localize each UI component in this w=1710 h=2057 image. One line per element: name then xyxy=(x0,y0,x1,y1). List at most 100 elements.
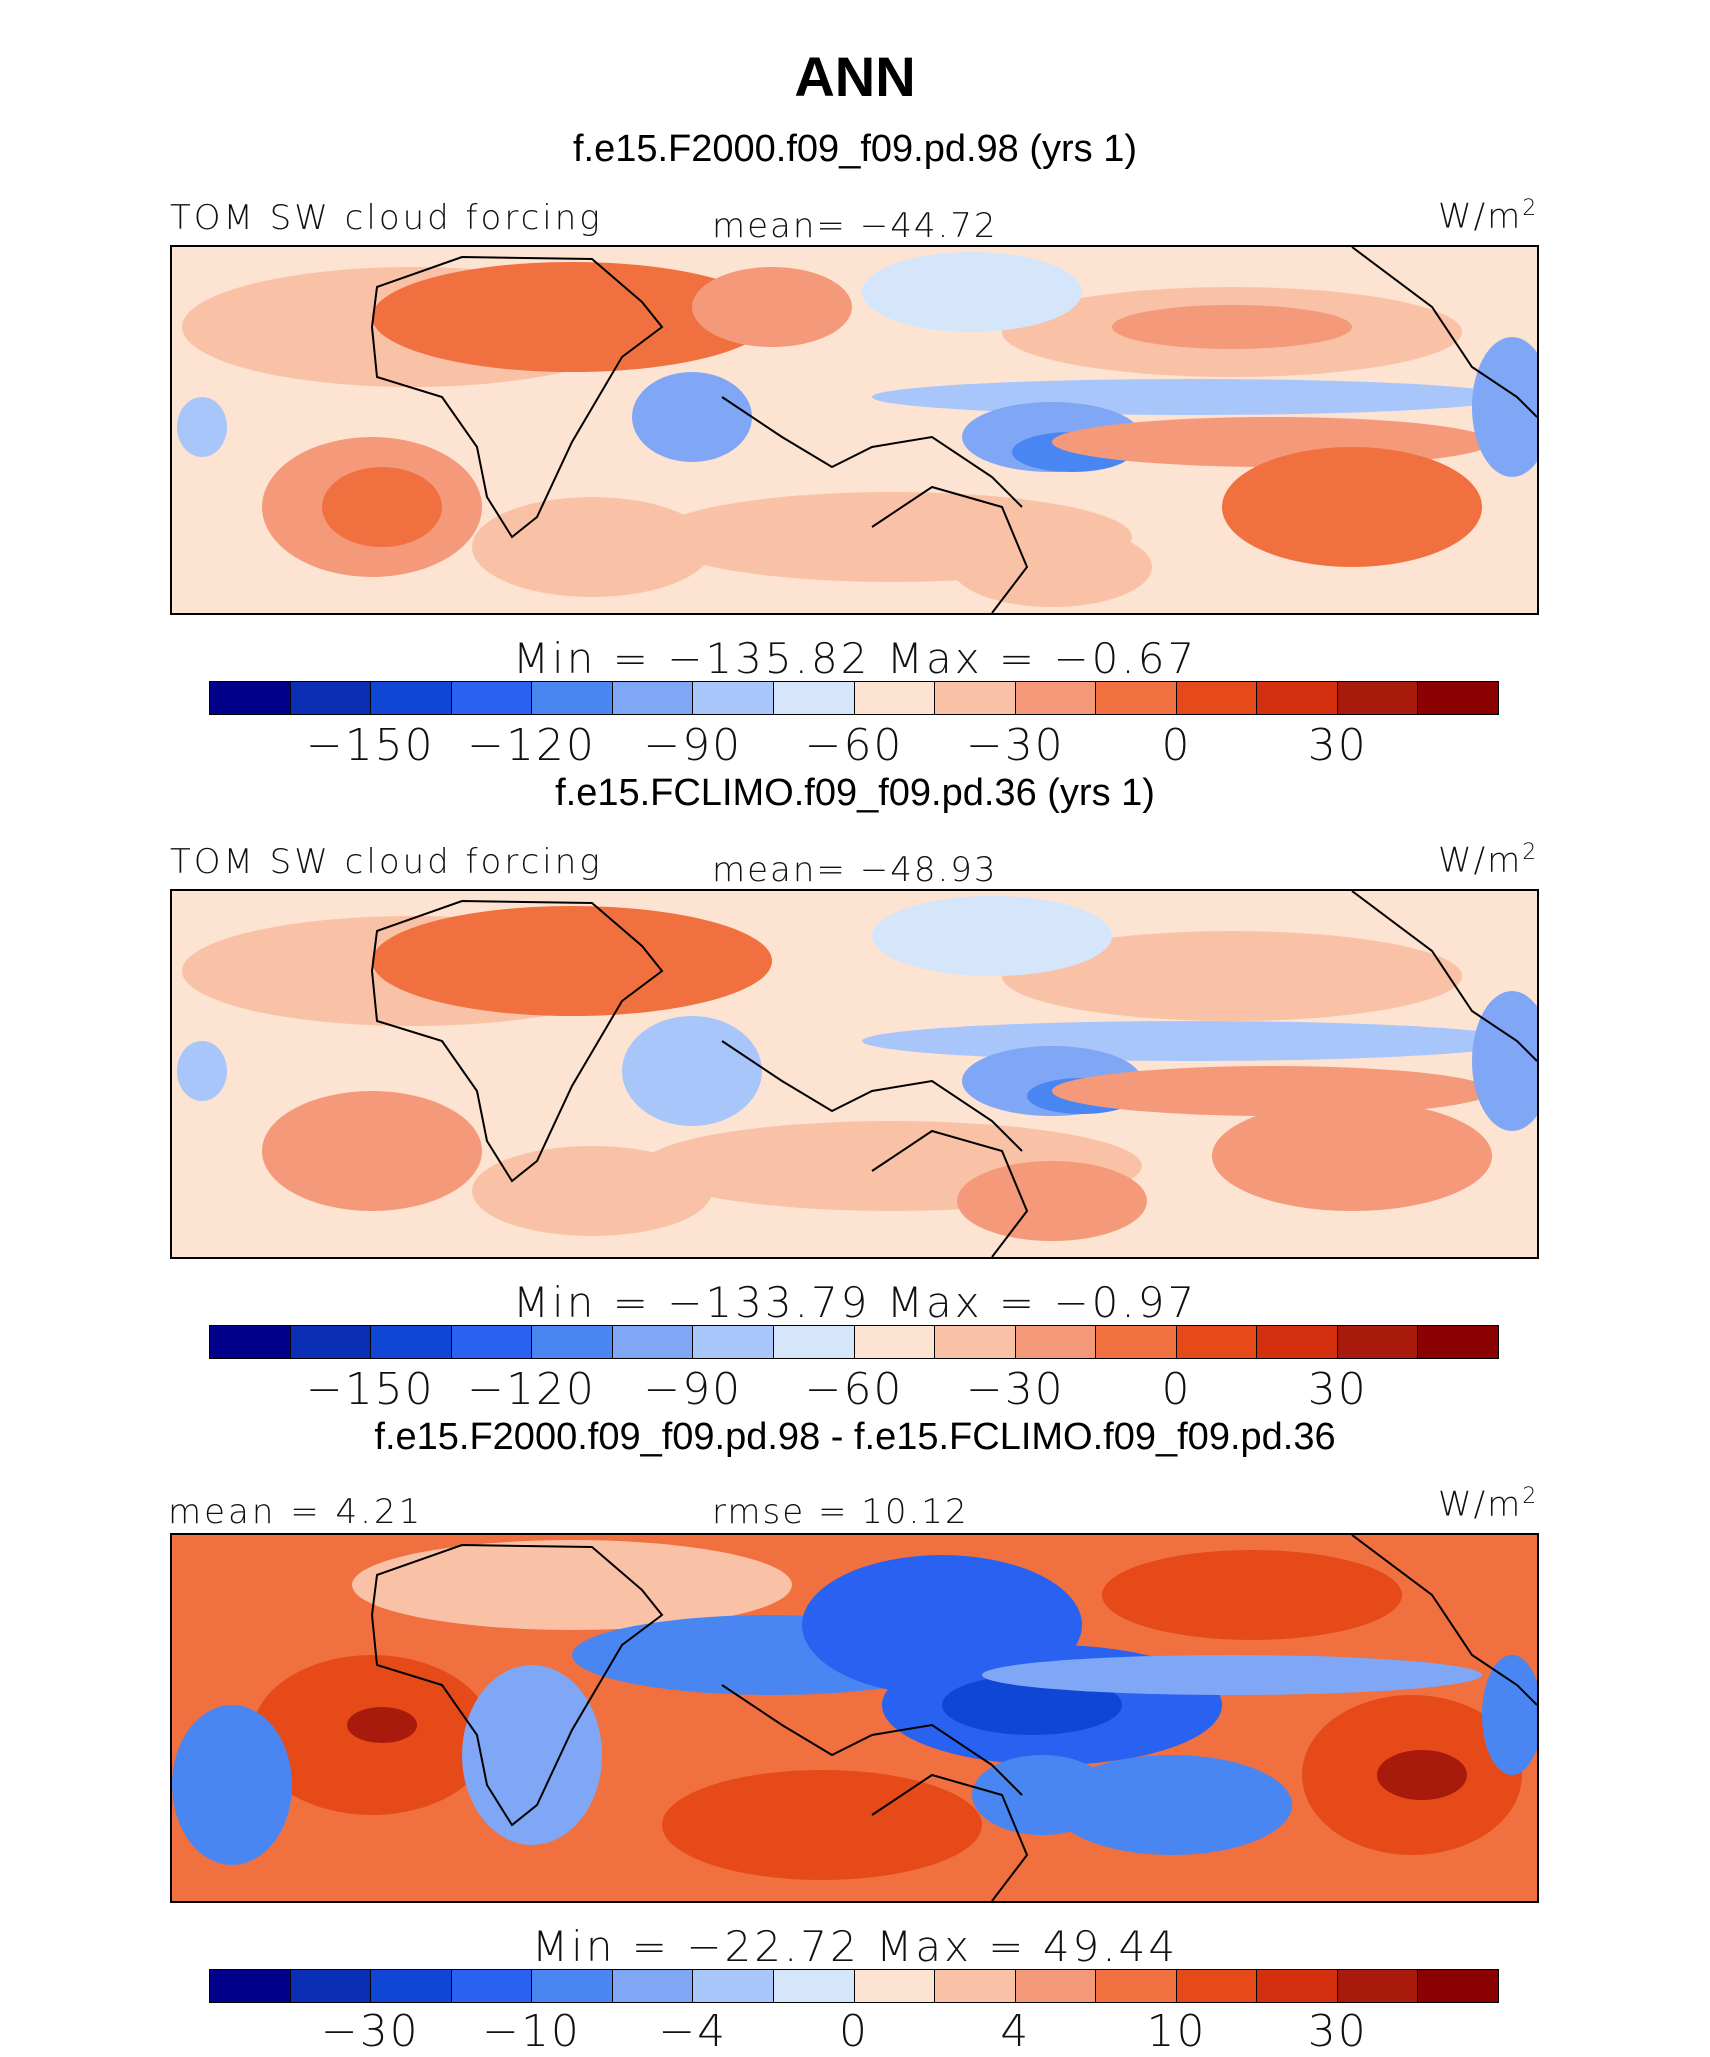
colorbar-tick-label: −150 xyxy=(305,720,435,771)
coastline xyxy=(871,1773,1029,1901)
colorbar-swatch xyxy=(1418,682,1498,714)
colorbar-swatch xyxy=(290,1970,372,2002)
case-title-2: f.e15.FCLIMO.f09_f09.pd.36 (yrs 1) xyxy=(555,772,1155,814)
colorbar-tick-label: −30 xyxy=(965,720,1065,771)
field-region xyxy=(172,1705,292,1865)
map-panel-3 xyxy=(170,1533,1539,1903)
colorbar-swatch xyxy=(1096,1326,1177,1358)
colorbar-swatch xyxy=(1257,1326,1338,1358)
colorbar-swatch xyxy=(210,682,291,714)
coastline xyxy=(871,1129,1029,1257)
colorbar-tick-label: −120 xyxy=(467,720,596,771)
colorbar-swatch xyxy=(612,1326,694,1358)
field-region xyxy=(1102,1550,1402,1640)
colorbar-swatch xyxy=(854,682,936,714)
colorbar-swatch xyxy=(451,682,533,714)
case-title-1: f.e15.F2000.f09_f09.pd.98 (yrs 1) xyxy=(572,128,1138,170)
colorbar-swatch xyxy=(290,1326,372,1358)
colorbar-swatch xyxy=(451,1326,533,1358)
coastline xyxy=(370,899,664,1183)
mean-label-2: mean= −48.93 xyxy=(712,850,998,890)
map-field-2 xyxy=(172,891,1537,1257)
coastline xyxy=(370,255,664,539)
colorbar-tick-label: −4 xyxy=(658,2006,728,2057)
colorbar-3 xyxy=(209,1969,1499,2003)
field-region xyxy=(632,372,752,462)
colorbar-swatch xyxy=(935,1326,1016,1358)
colorbar-tick-label: 0 xyxy=(1161,1364,1192,1415)
colorbar-swatch xyxy=(532,1326,613,1358)
colorbar-swatch xyxy=(773,682,855,714)
colorbar-swatch xyxy=(532,682,613,714)
colorbar-tick-label: −30 xyxy=(320,2006,420,2057)
colorbar-swatch xyxy=(1176,1326,1258,1358)
colorbar-swatch xyxy=(693,1326,774,1358)
coastline xyxy=(721,1684,1023,1796)
colorbar-swatch xyxy=(210,1970,291,2002)
field-region xyxy=(262,1091,482,1211)
field-region xyxy=(372,906,772,1016)
colorbar-swatch xyxy=(1015,682,1097,714)
colorbar-tick-label: 30 xyxy=(1307,720,1368,771)
colorbar-tick-label: −30 xyxy=(965,1364,1065,1415)
colorbar-tick-label: 0 xyxy=(1161,720,1192,771)
colorbar-swatch xyxy=(1176,682,1258,714)
coastline xyxy=(370,1543,664,1827)
field-region xyxy=(1472,991,1537,1131)
figure-title: ANN xyxy=(794,45,916,108)
field-region xyxy=(692,267,852,347)
colorbar-tick-label: 10 xyxy=(1146,2006,1207,2057)
colorbar-1 xyxy=(209,681,1499,715)
field-region xyxy=(872,379,1512,415)
field-region xyxy=(1002,931,1462,1021)
field-region xyxy=(372,262,772,372)
map-field-1 xyxy=(172,247,1537,613)
minmax-label-2: Min = −133.79 Max = −0.97 xyxy=(512,1278,1198,1327)
colorbar-swatch xyxy=(371,1326,452,1358)
field-region xyxy=(1472,337,1537,477)
colorbar-swatch xyxy=(612,682,694,714)
colorbar-swatch xyxy=(1096,682,1177,714)
colorbar-swatch xyxy=(371,1970,452,2002)
colorbar-swatch xyxy=(532,1970,613,2002)
field-region xyxy=(862,1021,1522,1061)
field-region xyxy=(662,1770,982,1880)
colorbar-tick-label: 30 xyxy=(1307,1364,1368,1415)
field-region xyxy=(177,1041,227,1101)
colorbar-swatch xyxy=(1418,1970,1498,2002)
field-region xyxy=(462,1665,602,1845)
colorbar-tick-label: −60 xyxy=(804,1364,904,1415)
colorbar-tick-label: −90 xyxy=(643,1364,743,1415)
mean-label-1: mean= −44.72 xyxy=(712,206,998,246)
colorbar-swatch xyxy=(935,1970,1016,2002)
colorbar-tick-label: 30 xyxy=(1307,2006,1368,2057)
colorbar-tick-label: −120 xyxy=(467,1364,596,1415)
colorbar-tick-label: −90 xyxy=(643,720,743,771)
case-title-3: f.e15.F2000.f09_f09.pd.98 - f.e15.FCLIMO… xyxy=(374,1416,1336,1458)
variable-label-1: TOM SW cloud forcing xyxy=(170,198,603,238)
field-region xyxy=(957,1161,1147,1241)
field-region xyxy=(1482,1655,1537,1775)
colorbar-swatch xyxy=(1337,682,1419,714)
colorbar-tick-label: 0 xyxy=(839,2006,869,2057)
colorbar-swatch xyxy=(290,682,372,714)
variable-label-2: TOM SW cloud forcing xyxy=(170,842,603,882)
field-region xyxy=(1222,447,1482,567)
field-region xyxy=(347,1707,417,1743)
field-region xyxy=(1052,1066,1492,1116)
map-panel-2 xyxy=(170,889,1539,1259)
field-region xyxy=(872,896,1112,976)
colorbar-swatch xyxy=(1257,682,1338,714)
colorbar-swatch xyxy=(935,682,1016,714)
map-field-3 xyxy=(172,1535,1537,1901)
colorbar-tick-label: −60 xyxy=(804,720,904,771)
colorbar-swatch xyxy=(1337,1326,1419,1358)
colorbar-swatch xyxy=(210,1326,291,1358)
colorbar-tick-label: −150 xyxy=(305,1364,435,1415)
colorbar-tick-label: −10 xyxy=(482,2006,581,2057)
coastline xyxy=(1351,247,1537,418)
field-region xyxy=(982,1655,1482,1695)
colorbar-swatch xyxy=(371,682,452,714)
field-region xyxy=(1377,1750,1467,1800)
colorbar-swatch xyxy=(612,1970,694,2002)
